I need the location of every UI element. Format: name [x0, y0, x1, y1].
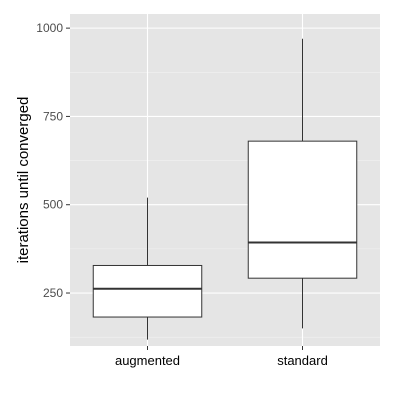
y-axis-ticks: 250 500 750 1000 [36, 21, 70, 300]
y-tick-label: 750 [43, 109, 63, 123]
box-augmented [92, 197, 203, 340]
x-tick-label: augmented [115, 353, 180, 368]
interquartile-box [247, 140, 358, 279]
x-axis-ticks: augmented standard [115, 346, 328, 368]
x-tick-label: standard [277, 353, 328, 368]
y-tick-label: 250 [43, 286, 63, 300]
boxes-layer [92, 38, 358, 340]
y-tick-label: 500 [43, 198, 63, 212]
y-axis-title: iterations until converged [15, 97, 32, 264]
y-tick-label: 1000 [36, 21, 63, 35]
box-standard [247, 38, 358, 329]
interquartile-box [92, 264, 203, 318]
